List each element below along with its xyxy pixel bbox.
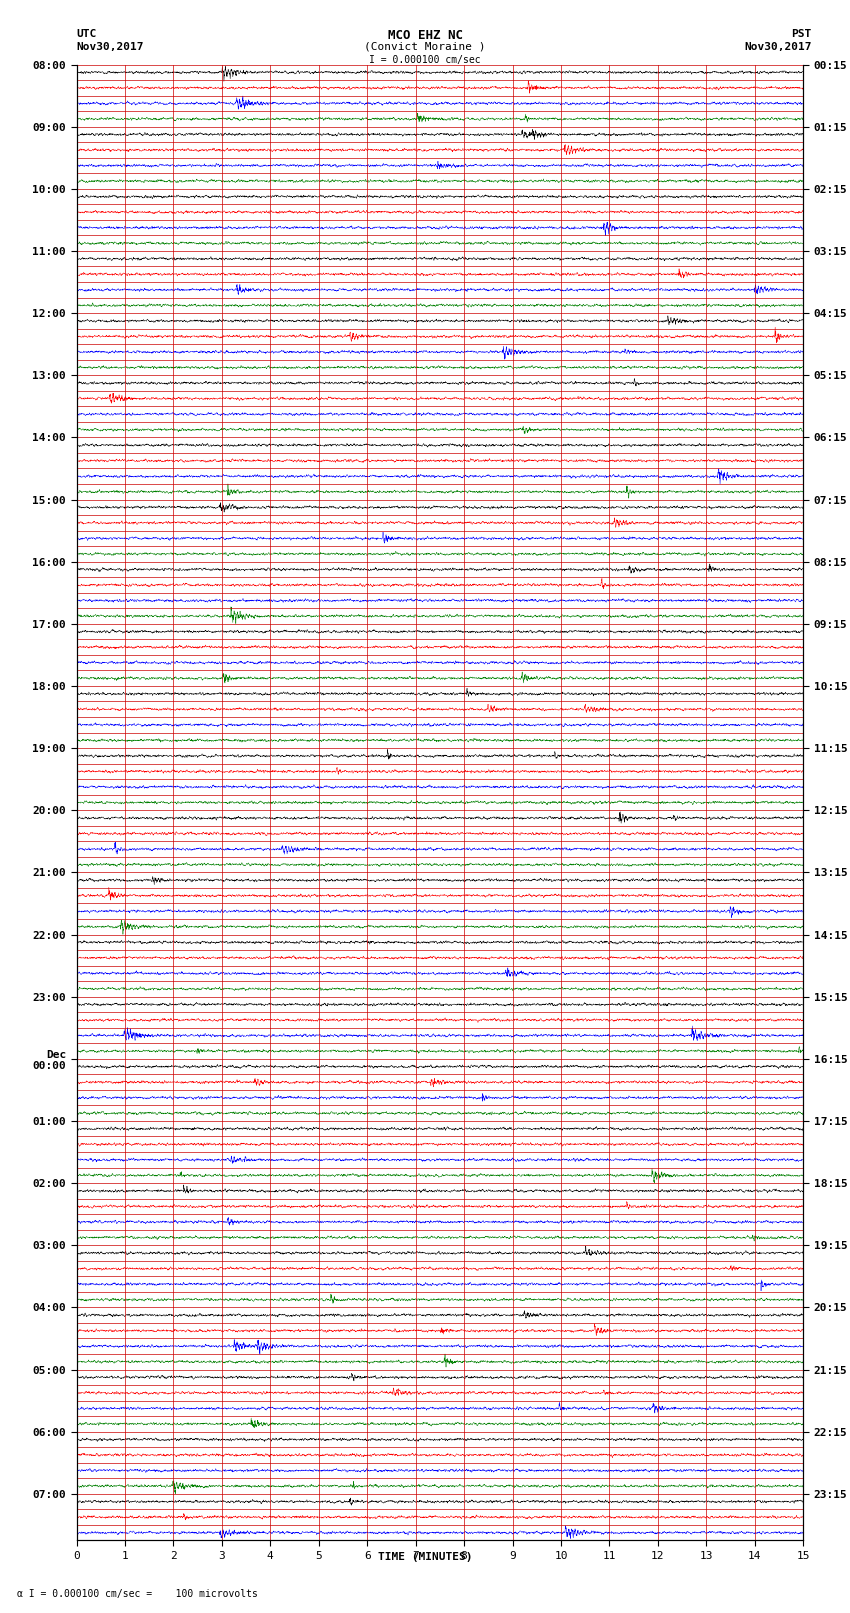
Text: α I = 0.000100 cm/sec =    100 microvolts: α I = 0.000100 cm/sec = 100 microvolts (17, 1589, 258, 1598)
Text: (Convict Moraine ): (Convict Moraine ) (365, 42, 485, 52)
Text: TIME (MINUTES): TIME (MINUTES) (377, 1552, 473, 1561)
Text: I = 0.000100 cm/sec: I = 0.000100 cm/sec (369, 55, 481, 65)
Text: Nov30,2017: Nov30,2017 (745, 42, 812, 52)
Text: MCO EHZ NC: MCO EHZ NC (388, 29, 462, 42)
Text: Nov30,2017: Nov30,2017 (76, 42, 144, 52)
Text: UTC: UTC (76, 29, 97, 39)
Text: PST: PST (791, 29, 812, 39)
